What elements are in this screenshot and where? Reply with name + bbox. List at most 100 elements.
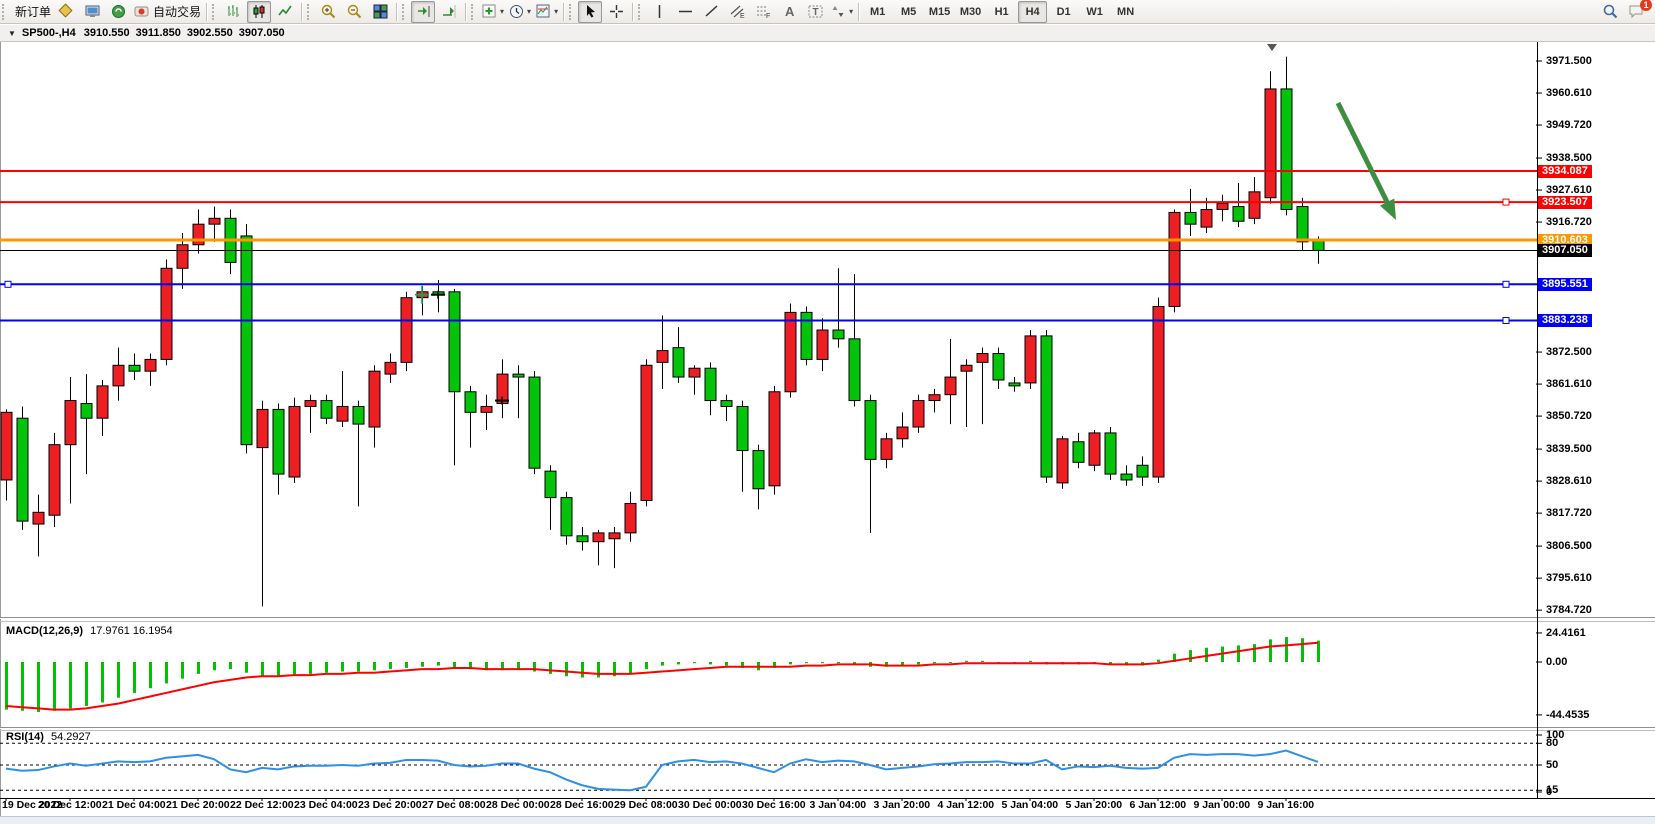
toolbar-drag-handle[interactable] [471, 3, 477, 20]
rsi-axis-label: 15 [1546, 784, 1559, 797]
price-tick-label: 3795.610 [1546, 572, 1592, 585]
vertical-line-button[interactable] [647, 1, 671, 23]
chevron-down-icon[interactable]: ▾ [527, 7, 532, 16]
fibonacci-button[interactable]: F [751, 1, 775, 23]
candles-chart-button[interactable] [247, 0, 272, 23]
pivot-line-price-badge: 3910.603 [1538, 233, 1592, 247]
trade-markers [415, 285, 509, 405]
support-line-1-handle[interactable] [4, 280, 12, 288]
support-line-2-handle[interactable] [1502, 316, 1510, 324]
toolbar-drag-handle[interactable] [638, 3, 644, 20]
rsi-axis-label: 100 [1546, 729, 1565, 741]
templates-button[interactable]: ▾ [534, 1, 559, 23]
chart-shift-button[interactable] [411, 0, 436, 23]
price-tick-label: 3971.500 [1546, 55, 1592, 67]
periods-button[interactable]: ▾ [507, 1, 532, 23]
time-tick-label: 29 Dec 08:00 [614, 799, 678, 811]
timeframe-button-w1[interactable]: W1 [1086, 5, 1103, 18]
time-tick-label: 22 Dec 12:00 [230, 799, 294, 811]
trendline-button[interactable] [699, 1, 723, 23]
strategy-tester-button[interactable] [106, 1, 130, 23]
candle [112, 347, 125, 401]
line-chart-button[interactable] [273, 1, 297, 23]
text-button[interactable]: A [777, 1, 801, 23]
timeframe-button-h1[interactable]: H1 [994, 5, 1009, 18]
price-tick-label: 3938.500 [1546, 152, 1592, 165]
price-tick-label: 3850.720 [1546, 410, 1592, 423]
timeframe-button-m30[interactable]: M30 [959, 5, 982, 18]
terminal-button[interactable] [80, 1, 104, 23]
time-tick-label: 4 Jan 12:00 [937, 799, 995, 811]
rsi-axis-label: 0 [1546, 786, 1553, 798]
candle [32, 494, 45, 557]
resistance-line-2-handle[interactable] [1502, 198, 1510, 206]
candle [672, 327, 685, 383]
candle [448, 288, 461, 466]
toolbar-drag-handle[interactable] [402, 3, 408, 20]
svg-text:A: A [785, 4, 795, 19]
timeframe-button-m1[interactable]: M1 [869, 5, 886, 18]
notifications-button[interactable]: 1 [1624, 0, 1652, 23]
tile-windows-button[interactable] [368, 1, 392, 23]
crosshair-button[interactable] [604, 1, 628, 23]
candle [48, 432, 61, 527]
metaeditor-button[interactable] [54, 1, 78, 23]
candle [1280, 56, 1293, 216]
zoom-in-button[interactable] [316, 1, 340, 23]
auto-scroll-button[interactable] [437, 1, 461, 23]
bars-chart-button[interactable] [221, 1, 245, 23]
horizontal-levels[interactable] [0, 170, 1537, 324]
cursor-button[interactable] [578, 0, 603, 23]
candle [784, 303, 797, 398]
candle [80, 374, 93, 475]
search-button[interactable] [1598, 1, 1622, 23]
status-bar [0, 816, 1655, 824]
timeframe-button-m5[interactable]: M5 [900, 5, 917, 18]
channel-button[interactable]: E [725, 1, 749, 23]
candle [736, 400, 749, 492]
toolbar-drag-handle[interactable] [569, 3, 575, 20]
ohlc-open: 3910.550 [83, 27, 130, 39]
toolbar-drag-handle[interactable] [307, 3, 313, 20]
candle [144, 353, 157, 386]
time-tick-label: 19 Dec 2022 [2, 799, 63, 811]
candle [832, 268, 845, 348]
timeframe-button-m15[interactable]: M15 [928, 5, 951, 18]
trend-arrow-annotation[interactable] [1335, 101, 1396, 220]
indicators-button[interactable]: ▾ [480, 1, 505, 23]
autotrading-button[interactable]: 自动交易 [132, 1, 202, 23]
chart-shift-marker[interactable] [1267, 44, 1277, 51]
support-line-1-handle[interactable] [1502, 280, 1510, 288]
candle [1136, 456, 1149, 486]
svg-text:F: F [766, 13, 770, 20]
timeframe-button-h4[interactable]: H4 [1018, 0, 1048, 23]
horizontal-line-button[interactable] [673, 1, 697, 23]
chevron-down-icon[interactable]: ▾ [554, 7, 559, 16]
rsi-indicator-label: RSI(14) 54.2927 [6, 731, 91, 743]
toolbar-drag-handle[interactable] [212, 3, 218, 20]
main-toolbar: 新订单 自动交易 ▾ ▾ ▾ E F A T ▾ M1 M5 M15 M30 H1 H4 D1 W1 MN 1 [0, 0, 1655, 24]
candle [1264, 71, 1277, 204]
shapes-button[interactable]: ▾ [829, 1, 854, 23]
macd-signal-line [5, 641, 1319, 711]
zoom-out-button[interactable] [342, 1, 366, 23]
label-button[interactable]: T [803, 1, 827, 23]
price-axis[interactable] [1536, 40, 1542, 798]
candle [880, 432, 893, 469]
chevron-down-icon[interactable]: ▾ [500, 7, 505, 16]
chevron-down-icon[interactable]: ▾ [849, 7, 854, 16]
candle [1104, 427, 1117, 480]
price-tick-label: 3828.610 [1546, 475, 1592, 488]
candle [1184, 188, 1197, 236]
ohlc-low: 3902.550 [186, 27, 233, 39]
new-order-button[interactable]: 新订单 [11, 1, 52, 23]
toolbar-drag-handle[interactable] [2, 3, 8, 20]
toolbar-separator [465, 2, 467, 21]
rsi-line [5, 749, 1319, 792]
chart-collapse-icon[interactable]: ▼ [8, 28, 16, 38]
timeframe-button-mn[interactable]: MN [1117, 5, 1135, 18]
ohlc-high: 3911.850 [135, 27, 181, 39]
resistance-line-1-price-badge: 3934.087 [1538, 164, 1592, 178]
timeframe-button-d1[interactable]: D1 [1056, 5, 1071, 18]
chart-symbol-period: SP500-,H4 [21, 27, 76, 39]
